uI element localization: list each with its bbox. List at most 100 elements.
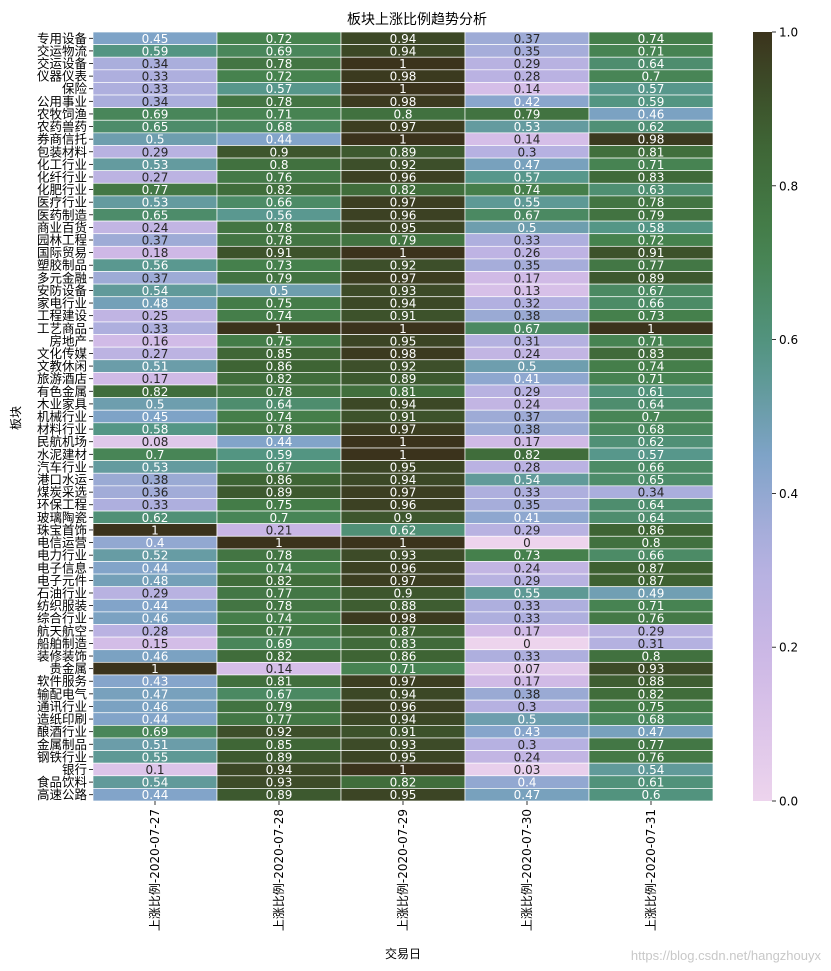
cell-value-label: 0.29 [514, 574, 541, 588]
cell-value-label: 0.45 [142, 410, 169, 424]
cell-value-label: 0.97 [390, 486, 417, 500]
cell-value-label: 0.71 [638, 372, 665, 386]
cell-value-label: 0.95 [390, 460, 417, 474]
cell-value-label: 0.59 [266, 448, 293, 462]
cell-value-label: 0.74 [638, 360, 665, 374]
cell-value-label: 0 [523, 536, 531, 550]
cell-value-label: 0.78 [266, 549, 293, 563]
cell-value-label: 0.71 [638, 44, 665, 58]
cell-value-label: 0.46 [638, 107, 665, 121]
row-label: 工程建设 [37, 308, 88, 323]
cell-value-label: 0.79 [266, 700, 293, 714]
cell-value-label: 0.77 [266, 624, 293, 638]
cell-value-label: 0.68 [638, 713, 665, 727]
row-label: 水泥建材 [37, 447, 87, 462]
cell-value-label: 0.78 [266, 221, 293, 235]
cell-value-label: 0.79 [266, 271, 293, 285]
cell-value-label: 0.44 [266, 435, 293, 449]
row-label: 环保工程 [37, 497, 88, 512]
cell-value-label: 0.97 [390, 423, 417, 437]
cell-value-label: 0.74 [266, 612, 293, 626]
row-label: 券商信托 [37, 132, 87, 147]
cell-value-label: 0.17 [514, 435, 541, 449]
cell-value-label: 0.72 [266, 32, 293, 46]
cell-value-label: 0.59 [638, 95, 665, 109]
row-label: 化肥行业 [37, 182, 87, 197]
cell-value-label: 0.91 [390, 725, 417, 739]
cell-value-label: 0.54 [142, 284, 169, 298]
cell-value-label: 1 [399, 536, 407, 550]
x-axis-label: 交易日 [385, 946, 421, 961]
cell-value-label: 0.82 [390, 183, 417, 197]
cell-value-label: 0.62 [390, 523, 417, 537]
colorbar-tick-label: 0.6 [779, 333, 798, 347]
row-label: 软件服务 [37, 674, 87, 689]
row-label: 专用设备 [37, 31, 88, 46]
cell-value-label: 0.75 [638, 700, 665, 714]
cell-value-label: 0.69 [266, 44, 293, 58]
cell-value-label: 0.69 [142, 725, 169, 739]
cell-value-label: 0.58 [142, 423, 169, 437]
cell-value-label: 0.71 [390, 662, 417, 676]
cell-value-label: 0.75 [266, 297, 293, 311]
cell-value-label: 0.91 [638, 246, 665, 260]
cell-value-label: 0.94 [390, 713, 417, 727]
row-label: 房地产 [49, 333, 87, 348]
colorbar-tick-label: 0.8 [779, 179, 798, 193]
row-labels: 专用设备交运物流交运设备仪器仪表保险公用事业农牧饲渔农药兽药券商信托包装材料化工… [37, 31, 93, 802]
cell-value-label: 0.24 [514, 750, 541, 764]
row-label: 造纸印刷 [37, 712, 87, 727]
cell-value-label: 0.76 [638, 612, 665, 626]
cell-value-label: 0.98 [390, 612, 417, 626]
colorbar-tick-label: 0.4 [779, 487, 798, 501]
cell-value-label: 0.73 [514, 549, 541, 563]
row-label: 交运物流 [37, 43, 88, 58]
cell-value-label: 0.52 [142, 549, 169, 563]
row-label: 银行 [62, 762, 87, 777]
cell-value-label: 0.71 [638, 599, 665, 613]
cell-value-label: 0.95 [390, 334, 417, 348]
colorbar-tick-label: 0.2 [779, 641, 798, 655]
cell-value-label: 0.24 [142, 221, 169, 235]
cell-value-label: 0.46 [142, 700, 169, 714]
cell-value-label: 0.17 [514, 624, 541, 638]
cell-value-label: 0.96 [390, 700, 417, 714]
cell-value-label: 0.76 [638, 750, 665, 764]
cell-value-label: 0.94 [390, 32, 417, 46]
cell-value-label: 0.35 [514, 498, 541, 512]
cell-value-label: 0.98 [390, 70, 417, 84]
cell-value-label: 0.24 [514, 347, 541, 361]
cell-value-label: 0.4 [517, 776, 536, 790]
cell-value-label: 0.64 [638, 397, 665, 411]
cell-value-label: 0.77 [142, 183, 169, 197]
cell-value-label: 0.33 [514, 599, 541, 613]
cell-value-label: 0.6 [641, 788, 660, 802]
row-label: 农牧饲渔 [37, 106, 87, 121]
cell-value-label: 0.29 [514, 385, 541, 399]
cell-value-label: 0.15 [142, 637, 169, 651]
cell-value-label: 0.26 [514, 246, 541, 260]
cell-value-label: 0.73 [638, 309, 665, 323]
cell-value-label: 0.74 [514, 183, 541, 197]
cell-value-label: 0.87 [638, 574, 665, 588]
cell-value-label: 0.17 [142, 372, 169, 386]
cell-value-label: 0.5 [145, 397, 164, 411]
cell-value-label: 0.67 [514, 322, 541, 336]
cell-value-label: 0.57 [638, 82, 665, 96]
cell-value-label: 0.94 [390, 397, 417, 411]
cell-value-label: 0.96 [390, 498, 417, 512]
cell-value-label: 0.5 [517, 360, 536, 374]
cell-value-label: 0.28 [514, 460, 541, 474]
cell-value-label: 0.31 [638, 637, 665, 651]
cell-value-label: 1 [399, 448, 407, 462]
cell-value-label: 0.36 [142, 486, 169, 500]
cell-value-label: 0.92 [390, 158, 417, 172]
cell-value-label: 0.75 [266, 334, 293, 348]
cell-value-label: 0.68 [266, 120, 293, 134]
cell-value-label: 0.67 [266, 687, 293, 701]
cell-value-label: 0.29 [142, 586, 169, 600]
cell-value-label: 0.3 [517, 738, 536, 752]
cell-value-label: 0.33 [514, 486, 541, 500]
row-label: 船舶制造 [37, 636, 88, 651]
